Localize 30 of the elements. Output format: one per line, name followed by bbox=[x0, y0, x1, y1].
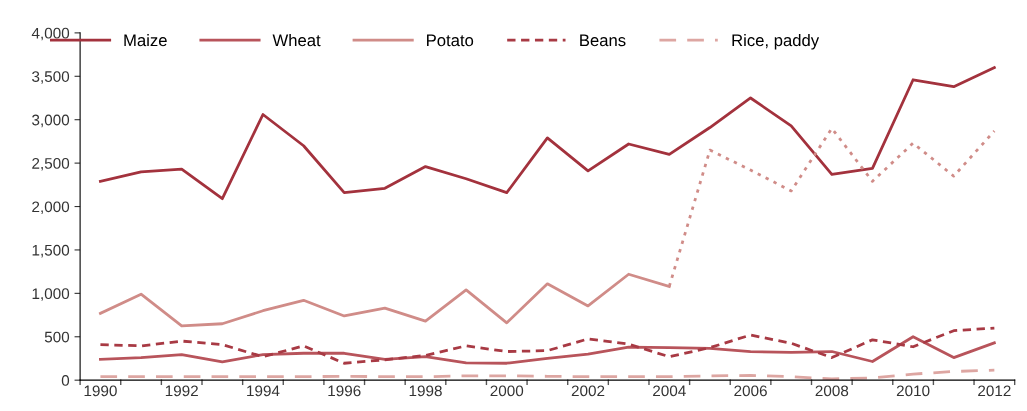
x-tick-label: 2006 bbox=[734, 385, 767, 397]
x-tick-label: 2004 bbox=[653, 385, 686, 397]
y-tick-label: 1,000 bbox=[32, 288, 70, 301]
x-tick-label: 1998 bbox=[409, 385, 442, 397]
x-tick-label: 1996 bbox=[328, 385, 361, 397]
line-series bbox=[99, 368, 996, 381]
line-series bbox=[99, 326, 996, 365]
x-tick-label: 2002 bbox=[571, 385, 605, 397]
line-series bbox=[99, 66, 996, 201]
legend-label: Maize bbox=[124, 33, 167, 47]
y-tick-label: 1,500 bbox=[32, 244, 70, 258]
legend-label: Beans bbox=[580, 34, 626, 47]
legend-label: Rice, paddy bbox=[732, 33, 820, 50]
legend-label: Wheat bbox=[272, 33, 321, 47]
x-tick-label: 2000 bbox=[490, 385, 524, 397]
y-tick-label: 3,500 bbox=[32, 71, 70, 84]
x-tick-label: 2012 bbox=[978, 385, 1011, 397]
y-tick-label: 4,000 bbox=[31, 27, 70, 41]
x-tick-label: 2010 bbox=[896, 385, 930, 397]
y-tick-label: 2,500 bbox=[32, 157, 70, 171]
y-tick-label: 0 bbox=[61, 375, 70, 386]
x-tick-label: 1994 bbox=[247, 385, 280, 397]
y-tick-label: 500 bbox=[44, 331, 70, 343]
legend-label: Potato bbox=[427, 34, 474, 47]
line-series bbox=[99, 335, 996, 365]
y-tick-label: 2,000 bbox=[32, 201, 70, 215]
x-tick-label: 1990 bbox=[84, 385, 117, 397]
x-tick-label: 1992 bbox=[165, 385, 198, 397]
y-tick-label: 3,000 bbox=[32, 114, 70, 128]
x-tick-label: 2008 bbox=[815, 385, 849, 397]
